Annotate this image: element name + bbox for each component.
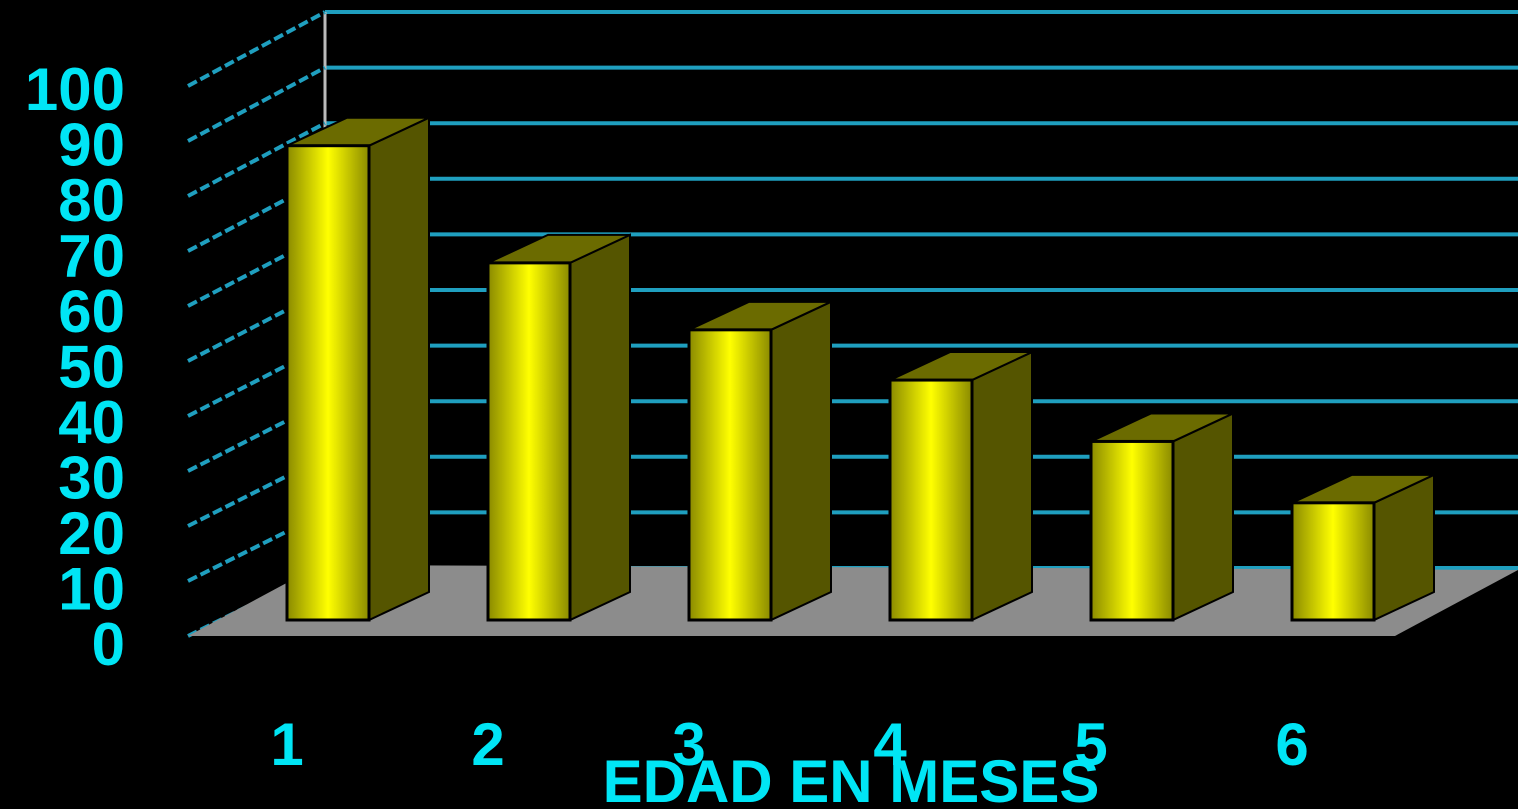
y-tick-label: 80 bbox=[58, 167, 125, 234]
side-gridline bbox=[187, 65, 326, 143]
y-tick-label: 30 bbox=[58, 445, 125, 512]
x-tick-label: 1 bbox=[270, 711, 303, 778]
y-tick-label: 10 bbox=[58, 556, 125, 623]
bar bbox=[687, 300, 832, 622]
bar-front-face bbox=[687, 328, 773, 622]
bar-side-face bbox=[368, 116, 430, 622]
y-tick-label: 50 bbox=[58, 334, 125, 401]
bar-front-face bbox=[1089, 439, 1175, 622]
bar bbox=[888, 350, 1033, 622]
bar-front-face bbox=[1290, 501, 1376, 622]
y-tick-label: 90 bbox=[58, 112, 125, 179]
x-tick-label: 4 bbox=[873, 711, 907, 778]
y-tick-label: 40 bbox=[58, 389, 125, 456]
bar-side-face bbox=[1172, 411, 1234, 622]
x-axis-tick-labels: 1 2 3 4 5 6 bbox=[270, 711, 1308, 778]
y-tick-label: 20 bbox=[58, 500, 125, 567]
bars bbox=[285, 116, 1435, 622]
bar-side-face bbox=[770, 300, 832, 622]
bar bbox=[486, 233, 631, 622]
side-gridline bbox=[187, 10, 326, 88]
bar bbox=[1290, 473, 1435, 622]
bar-front-face bbox=[888, 378, 974, 622]
bar-front-face bbox=[285, 144, 371, 622]
x-tick-label: 6 bbox=[1275, 711, 1308, 778]
x-tick-label: 5 bbox=[1074, 711, 1107, 778]
x-tick-label: 2 bbox=[471, 711, 504, 778]
bar-front-face bbox=[486, 261, 572, 622]
bar bbox=[1089, 411, 1234, 622]
y-tick-label: 70 bbox=[58, 223, 125, 290]
bar-side-face bbox=[971, 350, 1033, 622]
bar-side-face bbox=[569, 233, 631, 622]
side-gridline bbox=[187, 121, 326, 198]
y-tick-label: 60 bbox=[58, 278, 125, 345]
x-axis-label: EDAD EN MESES bbox=[603, 748, 1100, 809]
y-tick-label: 0 bbox=[92, 611, 125, 678]
bar bbox=[285, 116, 430, 622]
x-tick-label: 3 bbox=[672, 711, 705, 778]
y-tick-label: 100 bbox=[25, 56, 125, 123]
